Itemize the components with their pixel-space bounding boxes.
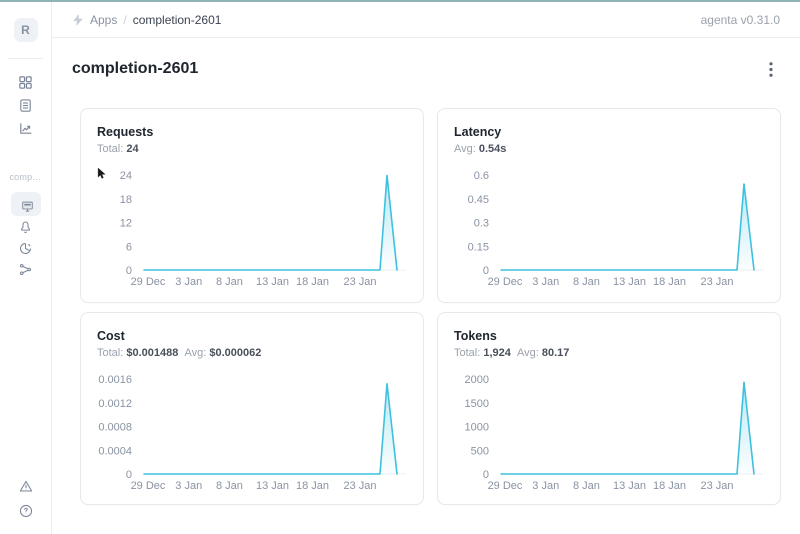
svg-text:18 Jan: 18 Jan <box>653 480 686 492</box>
svg-text:13 Jan: 13 Jan <box>613 480 646 492</box>
svg-text:1000: 1000 <box>465 422 489 434</box>
svg-text:0.45: 0.45 <box>468 194 489 206</box>
svg-text:13 Jan: 13 Jan <box>256 276 289 288</box>
svg-text:0.0016: 0.0016 <box>98 374 132 386</box>
svg-text:18: 18 <box>120 194 132 206</box>
svg-text:23 Jan: 23 Jan <box>343 480 376 492</box>
svg-text:3 Jan: 3 Jan <box>532 480 559 492</box>
svg-text:0.0012: 0.0012 <box>98 398 132 410</box>
svg-text:18 Jan: 18 Jan <box>296 276 329 288</box>
svg-text:23 Jan: 23 Jan <box>700 480 733 492</box>
svg-text:8 Jan: 8 Jan <box>573 480 600 492</box>
svg-text:29 Dec: 29 Dec <box>488 276 523 288</box>
svg-text:3 Jan: 3 Jan <box>175 480 202 492</box>
svg-text:0.6: 0.6 <box>474 170 489 182</box>
svg-text:13 Jan: 13 Jan <box>613 276 646 288</box>
svg-text:24: 24 <box>120 170 132 182</box>
svg-text:2000: 2000 <box>465 374 489 386</box>
svg-text:13 Jan: 13 Jan <box>256 480 289 492</box>
svg-text:8 Jan: 8 Jan <box>216 480 243 492</box>
svg-text:23 Jan: 23 Jan <box>343 276 376 288</box>
svg-text:1500: 1500 <box>465 398 489 410</box>
svg-text:18 Jan: 18 Jan <box>296 480 329 492</box>
svg-text:3 Jan: 3 Jan <box>175 276 202 288</box>
svg-text:18 Jan: 18 Jan <box>653 276 686 288</box>
svg-text:3 Jan: 3 Jan <box>532 276 559 288</box>
svg-text:23 Jan: 23 Jan <box>700 276 733 288</box>
svg-text:12: 12 <box>120 218 132 230</box>
svg-text:0.3: 0.3 <box>474 218 489 230</box>
svg-text:29 Dec: 29 Dec <box>131 276 166 288</box>
svg-text:0.0004: 0.0004 <box>98 445 132 457</box>
svg-text:0.0008: 0.0008 <box>98 422 132 434</box>
svg-text:0.15: 0.15 <box>468 241 489 253</box>
svg-text:29 Dec: 29 Dec <box>131 480 166 492</box>
svg-text:6: 6 <box>126 241 132 253</box>
svg-text:29 Dec: 29 Dec <box>488 480 523 492</box>
svg-text:8 Jan: 8 Jan <box>216 276 243 288</box>
svg-text:500: 500 <box>471 445 489 457</box>
svg-text:8 Jan: 8 Jan <box>573 276 600 288</box>
